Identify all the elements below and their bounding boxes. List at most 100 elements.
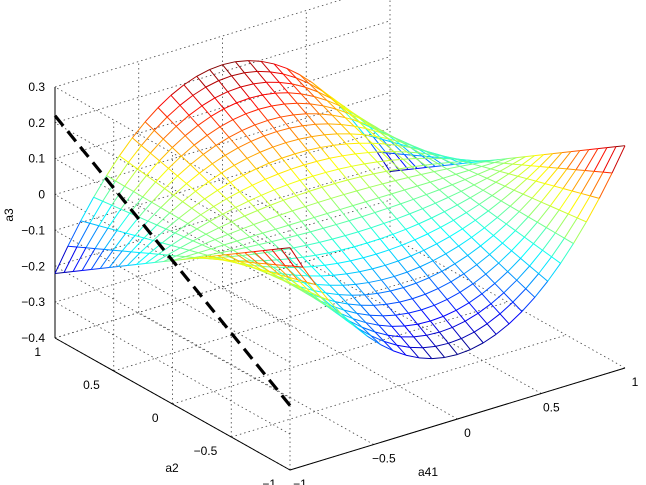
mesh-segment <box>366 242 377 255</box>
mesh-segment <box>276 259 287 268</box>
mesh-segment <box>289 258 300 268</box>
mesh-segment <box>540 201 551 207</box>
mesh-segment <box>508 164 523 175</box>
mesh-segment <box>67 220 82 247</box>
mesh-segment <box>344 117 359 122</box>
y-tick-label: 1 <box>34 345 41 359</box>
mesh-segment <box>261 269 271 273</box>
mesh-segment <box>459 165 470 171</box>
mesh-segment <box>547 263 561 282</box>
mesh-segment <box>450 281 461 293</box>
mesh-segment <box>428 157 439 165</box>
mesh-segment <box>293 265 303 268</box>
mesh-segment <box>414 233 428 241</box>
mesh-segment <box>435 202 445 213</box>
mesh-segment <box>460 190 471 199</box>
mesh-segment <box>384 143 398 146</box>
mesh-segment <box>355 153 365 165</box>
mesh-segment <box>423 243 437 251</box>
wall-grid-line <box>54 86 291 220</box>
mesh-segment <box>302 254 316 258</box>
mesh-segment <box>482 189 493 197</box>
mesh-segment <box>281 153 295 159</box>
mesh-segment <box>417 320 431 325</box>
mesh-segment <box>171 244 181 249</box>
mesh-segment <box>529 249 543 267</box>
mesh-segment <box>245 108 259 115</box>
mesh-segment <box>218 80 229 93</box>
mesh-segment <box>466 203 480 214</box>
mesh-segment <box>491 195 502 202</box>
mesh-segment <box>284 238 295 249</box>
mesh-segment <box>553 168 568 187</box>
floor-grid-line <box>138 312 374 445</box>
mesh-segment <box>396 213 410 220</box>
mesh-segment <box>413 194 427 200</box>
mesh-segment <box>280 114 294 118</box>
mesh-segment <box>611 145 626 174</box>
mesh-segment <box>266 263 276 266</box>
mesh-segment <box>462 219 476 230</box>
mesh-segment <box>357 120 371 127</box>
mesh-segment <box>352 318 363 328</box>
floor-grid-line <box>306 261 542 394</box>
mesh-segment <box>211 244 225 250</box>
mesh-segment <box>375 135 389 140</box>
mesh-segment <box>442 316 453 328</box>
mesh-segment <box>413 334 427 338</box>
mesh-segment <box>524 221 538 238</box>
mesh-segment <box>457 197 471 206</box>
mesh-segment <box>562 169 577 189</box>
mesh-segment <box>310 292 324 304</box>
mesh-segment <box>271 248 282 251</box>
mesh-segment <box>107 208 122 229</box>
mesh-segment <box>409 347 420 359</box>
mesh-segment <box>170 236 185 246</box>
mesh-segment <box>103 230 118 250</box>
mesh-segment <box>166 116 177 127</box>
mesh-segment <box>354 242 368 248</box>
mesh-segment <box>419 152 430 159</box>
mesh-segment <box>320 147 331 159</box>
mesh-segment <box>318 113 329 125</box>
mesh-segment <box>444 353 458 358</box>
mesh-segment <box>153 130 164 140</box>
mesh-segment <box>308 191 319 203</box>
mesh-segment <box>482 181 497 191</box>
mesh-segment <box>552 152 562 155</box>
mesh-segment <box>438 189 449 198</box>
mesh-segment <box>410 147 424 152</box>
mesh-segment <box>534 154 544 157</box>
mesh-segment <box>227 234 238 242</box>
mesh-segment <box>397 145 408 153</box>
mesh-segment <box>487 200 502 212</box>
mesh-segment <box>254 124 265 137</box>
mesh-segment <box>476 264 487 275</box>
mesh-segment <box>330 305 345 311</box>
mesh-segment <box>377 290 391 294</box>
mesh-segment <box>205 86 216 99</box>
mesh-segment <box>319 295 329 301</box>
mesh-segment <box>297 102 311 105</box>
mesh-segment <box>538 256 552 274</box>
mesh-segment <box>226 253 236 256</box>
mesh-segment <box>442 177 453 186</box>
mesh-segment <box>207 252 221 256</box>
mesh-segment <box>464 179 475 186</box>
mesh-segment <box>539 166 549 168</box>
mesh-segment <box>461 331 475 339</box>
mesh-segment <box>289 256 303 260</box>
mesh-segment <box>349 320 363 328</box>
mesh-segment <box>249 236 260 246</box>
mesh-segment <box>186 172 200 185</box>
mesh-segment <box>131 251 141 254</box>
mesh-segment <box>271 249 286 266</box>
mesh-segment <box>481 165 491 170</box>
mesh-segment <box>598 172 613 199</box>
mesh-segment <box>417 323 427 336</box>
mesh-segment <box>298 138 309 151</box>
mesh-segment <box>161 232 176 244</box>
mesh-segment <box>530 154 544 167</box>
mesh-segment <box>271 103 285 107</box>
mesh-segment <box>455 302 470 311</box>
